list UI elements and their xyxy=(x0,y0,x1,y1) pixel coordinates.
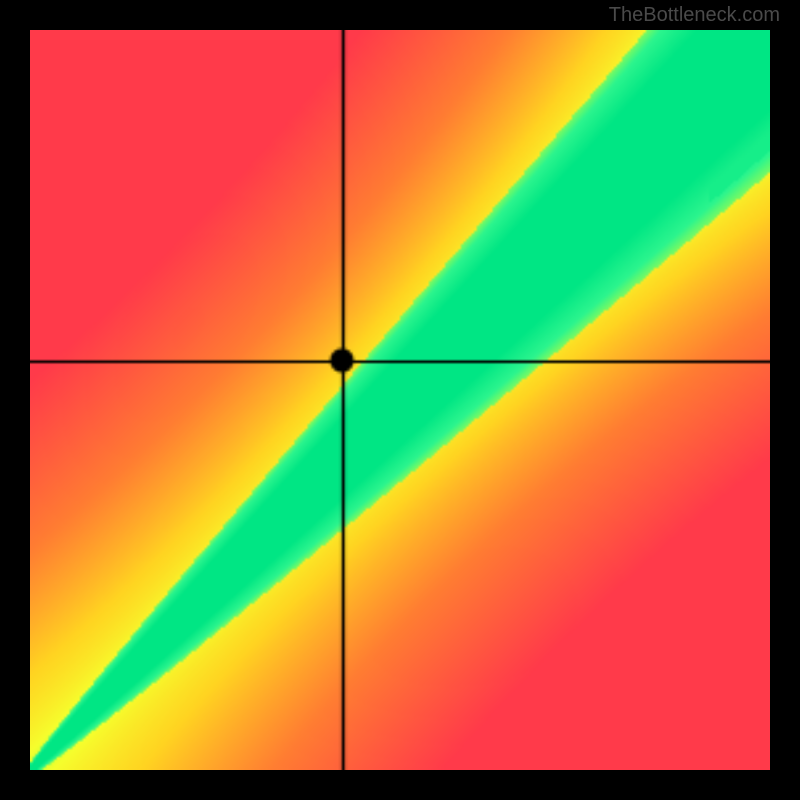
watermark: TheBottleneck.com xyxy=(609,4,780,27)
heatmap-plot xyxy=(30,30,770,770)
heatmap-canvas xyxy=(30,30,770,770)
